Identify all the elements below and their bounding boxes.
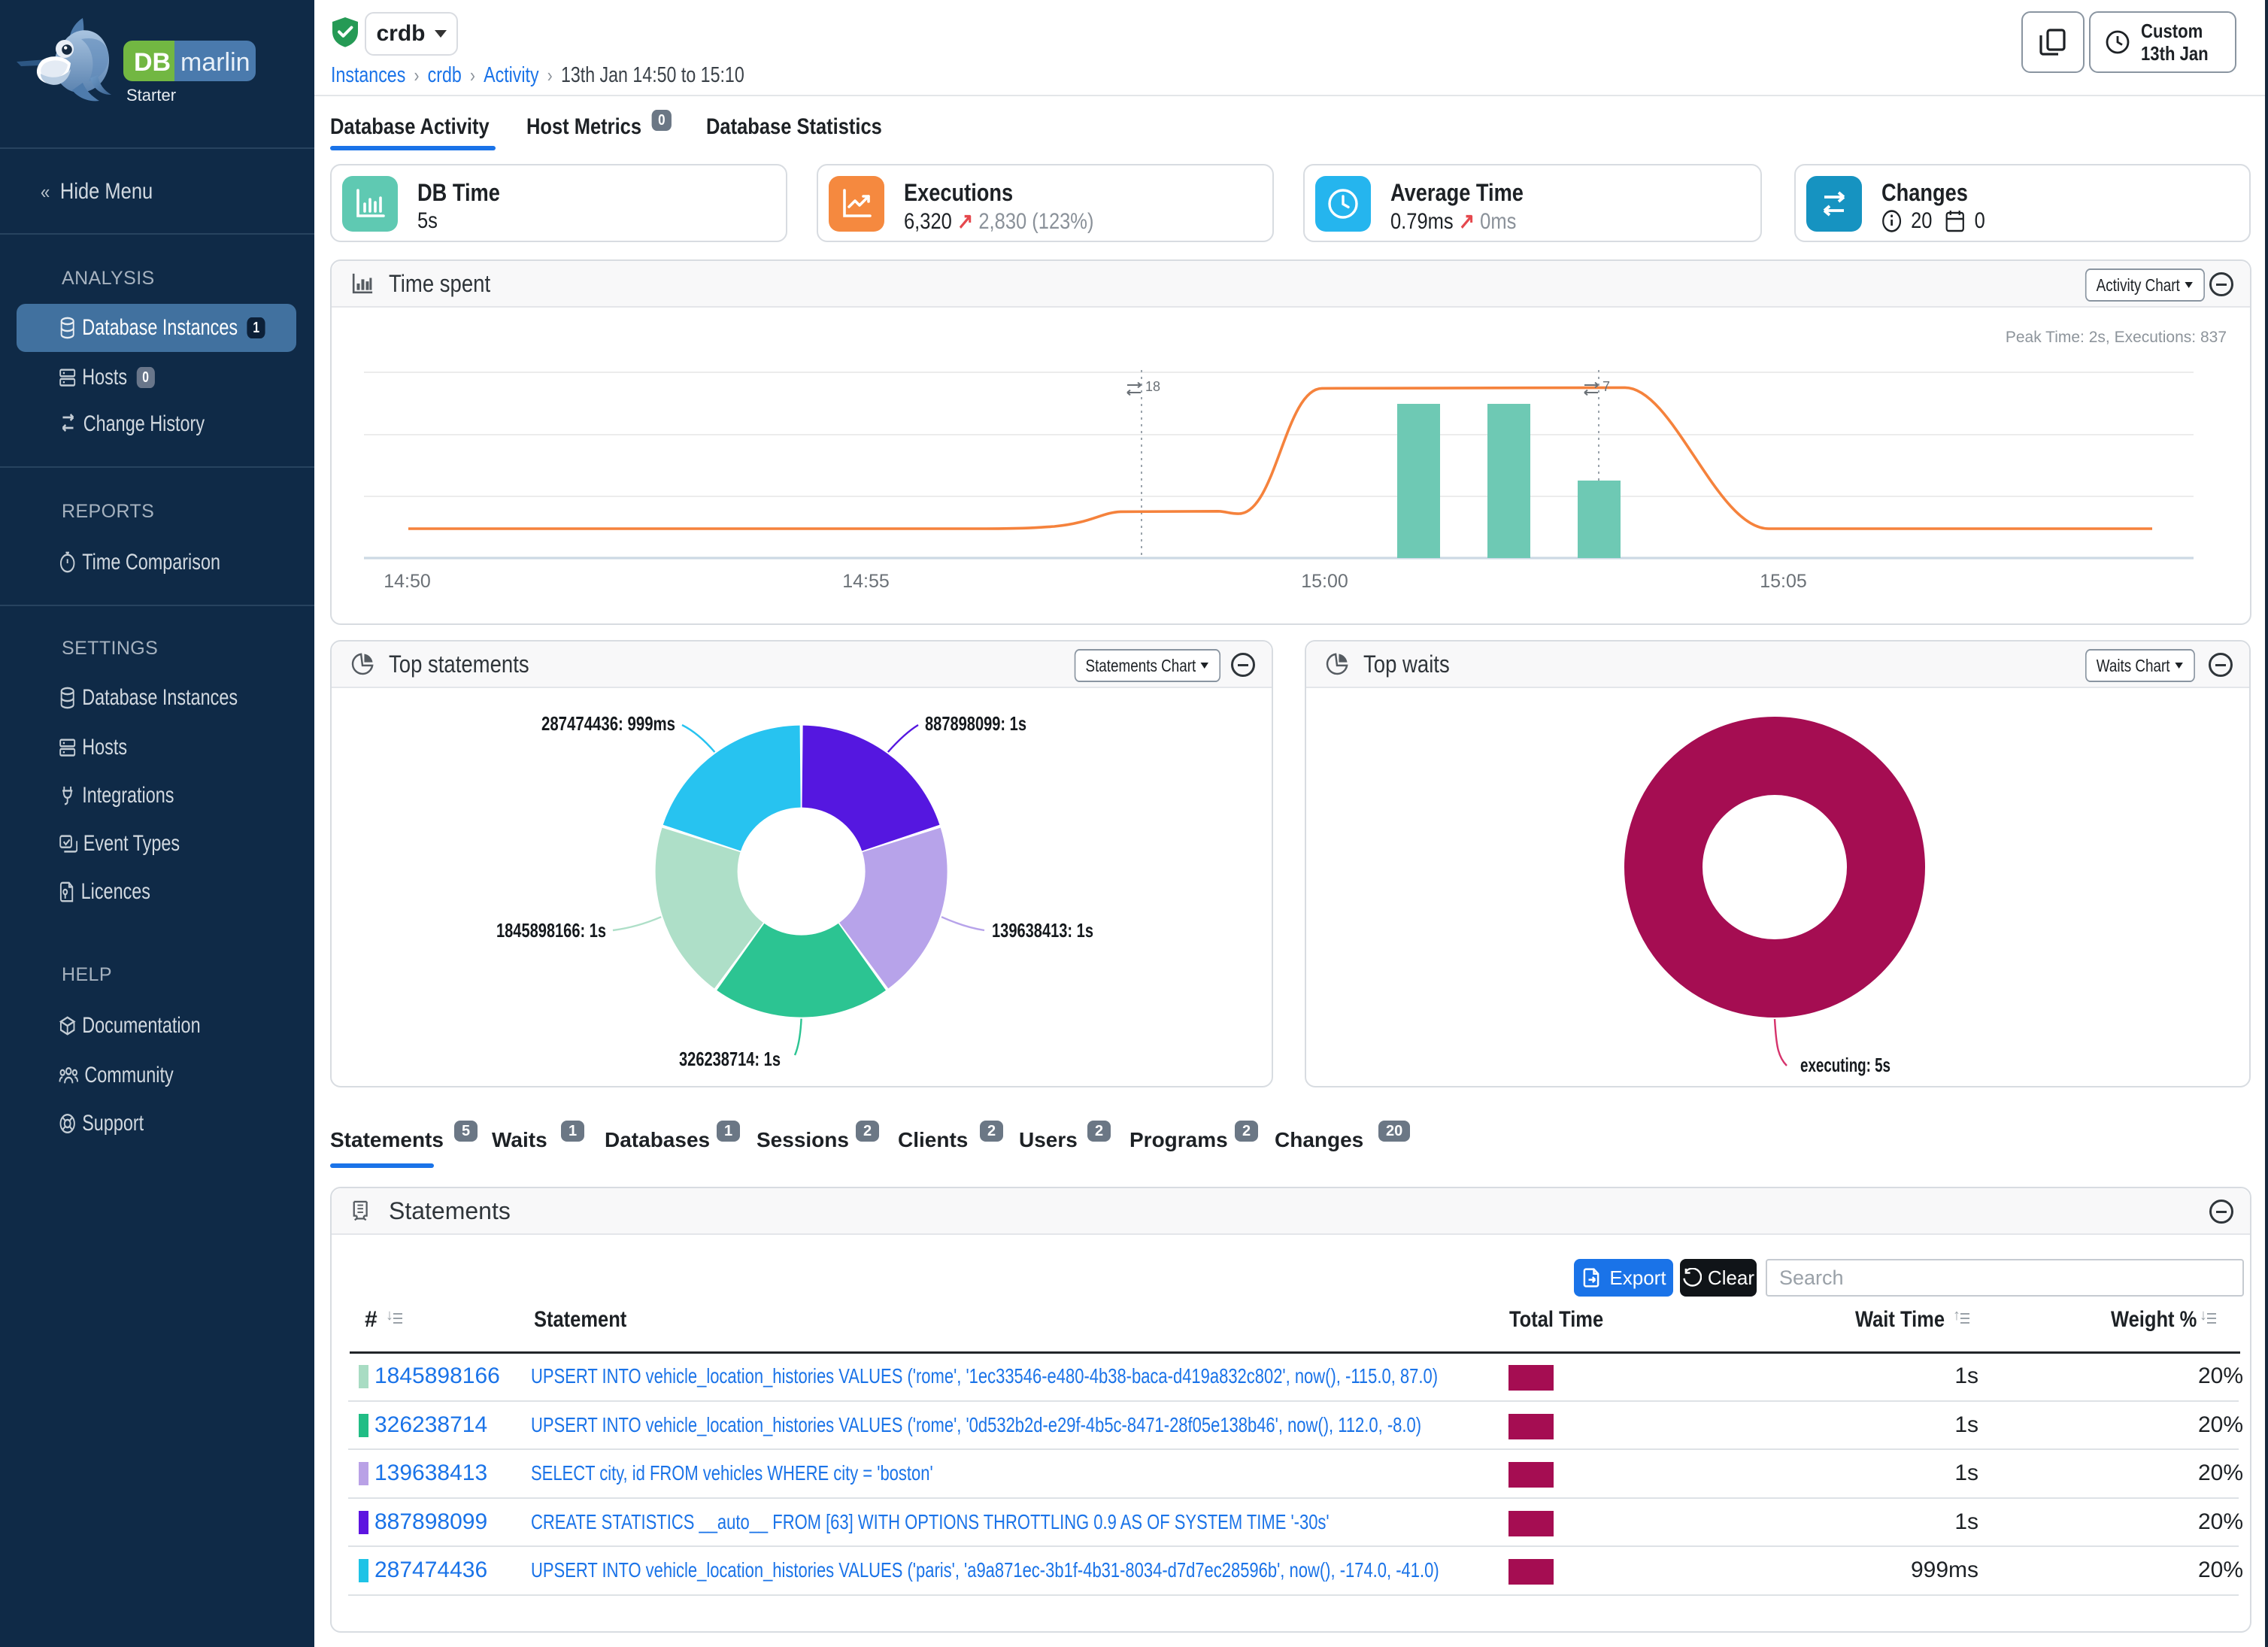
svg-text:139638413: 1s: 139638413: 1s [992, 919, 1093, 942]
svg-text:18: 18 [1145, 379, 1160, 394]
svg-text:executing: 5s: executing: 5s [1800, 1054, 1891, 1076]
svg-text:887898099: 1s: 887898099: 1s [925, 712, 1026, 735]
svg-text:14:50: 14:50 [384, 571, 431, 592]
svg-text:marlin: marlin [180, 48, 250, 77]
svg-text:7: 7 [1602, 379, 1610, 394]
svg-text:287474436: 999ms: 287474436: 999ms [541, 712, 675, 735]
svg-text:Peak Time: 2s, Executions: 837: Peak Time: 2s, Executions: 837 [2006, 329, 2227, 346]
svg-text:DB: DB [134, 48, 171, 77]
svg-text:14:55: 14:55 [842, 571, 890, 592]
svg-text:326238714: 1s: 326238714: 1s [679, 1048, 781, 1070]
svg-text:1845898166: 1s: 1845898166: 1s [496, 919, 606, 942]
svg-text:15:05: 15:05 [1760, 571, 1807, 592]
svg-text:15:00: 15:00 [1301, 571, 1348, 592]
